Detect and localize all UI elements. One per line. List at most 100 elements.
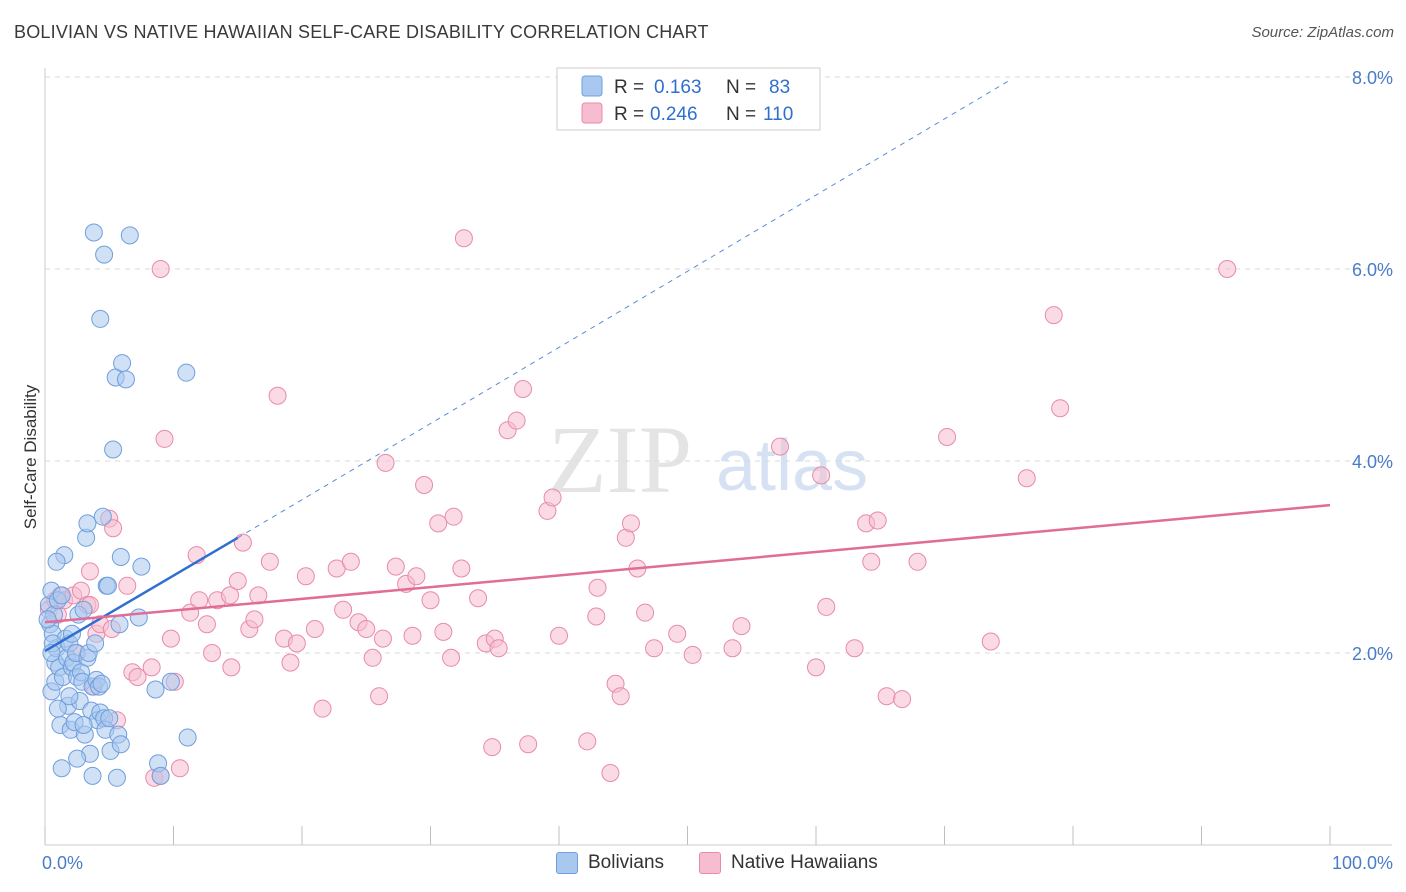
native-hawaiians-point-79 xyxy=(519,735,538,754)
native-hawaiians-point-43 xyxy=(268,386,287,405)
legend-item-bolivians[interactable]: Bolivians xyxy=(556,852,664,874)
native-hawaiians-point-18 xyxy=(118,576,137,595)
y-tick-label-1: 4.0% xyxy=(1352,452,1393,472)
native-hawaiians-point-16 xyxy=(104,519,123,538)
bolivians-point-64 xyxy=(129,608,148,627)
bolivians-point-74 xyxy=(38,610,57,629)
native-hawaiians-point-94 xyxy=(668,624,687,643)
bolivians-point-51 xyxy=(98,576,117,595)
native-hawaiians-point-48 xyxy=(305,620,324,638)
y-tick-label-2: 6.0% xyxy=(1352,260,1393,280)
bolivians-point-12 xyxy=(52,759,71,778)
native-hawaiians-point-112 xyxy=(1044,306,1063,325)
native-hawaiians-point-65 xyxy=(429,514,448,533)
native-hawaiians-point-52 xyxy=(341,552,360,571)
legend-n-value-blue: 83 xyxy=(769,77,790,98)
native-hawaiians-point-49 xyxy=(313,699,332,718)
native-hawaiians-point-106 xyxy=(877,687,896,706)
legend-r-value-blue: 0.163 xyxy=(654,77,702,98)
native-hawaiians-point-45 xyxy=(281,653,300,672)
native-hawaiians-point-75 xyxy=(489,639,508,658)
watermark-atlas: atlas xyxy=(716,426,868,506)
bolivians-point-39 xyxy=(84,223,103,242)
native-hawaiians-point-85 xyxy=(588,578,607,597)
series-bolivians xyxy=(38,223,197,787)
native-hawaiians-point-59 xyxy=(386,557,405,576)
native-hawaiians-point-78 xyxy=(514,380,533,398)
bolivians-point-77 xyxy=(68,749,87,768)
x-tick-label-0: 0.0% xyxy=(42,853,83,873)
native-hawaiians-point-37 xyxy=(228,572,247,590)
legend-r-value-pink: 0.246 xyxy=(650,104,698,125)
y-axis-label: Self-Care Disability xyxy=(21,384,40,529)
native-hawaiians-point-98 xyxy=(771,437,790,456)
bolivians-point-68 xyxy=(151,766,170,785)
series-native-hawaiians xyxy=(39,229,1237,787)
native-hawaiians-point-109 xyxy=(938,428,957,446)
chart-title: BOLIVIAN VS NATIVE HAWAIIAN SELF-CARE DI… xyxy=(14,22,709,42)
source-label: Source: ZipAtlas.com xyxy=(1251,24,1394,41)
native-hawaiians-point-63 xyxy=(415,476,434,494)
native-hawaiians-point-56 xyxy=(370,687,389,706)
native-hawaiians-point-42 xyxy=(260,552,279,571)
bolivians-point-60 xyxy=(111,548,130,566)
bolivians-point-72 xyxy=(91,309,110,328)
bolivians-point-69 xyxy=(161,672,180,691)
native-hawaiians-point-69 xyxy=(452,559,471,578)
native-hawaiians-point-26 xyxy=(161,629,180,648)
legend-swatch-blue xyxy=(581,75,603,97)
bolivians-point-65 xyxy=(132,557,151,576)
bolivians-point-81 xyxy=(74,716,93,734)
bolivians-point-61 xyxy=(113,354,132,373)
native-hawaiians-point-32 xyxy=(197,615,216,634)
x-tick-label-1: 100.0% xyxy=(1332,853,1393,873)
native-hawaiians-point-54 xyxy=(357,620,376,638)
native-hawaiians-point-47 xyxy=(296,567,315,586)
native-hawaiians-point-25 xyxy=(155,429,174,448)
bolivians-point-59 xyxy=(111,735,130,754)
bolivians-point-33 xyxy=(78,514,97,533)
bolivians-point-79 xyxy=(52,586,71,605)
native-hawaiians-point-107 xyxy=(893,690,912,709)
bolivians-point-29 xyxy=(74,600,93,619)
native-hawaiians-point-92 xyxy=(636,603,655,622)
y-tick-label-0: 2.0% xyxy=(1352,644,1393,664)
native-hawaiians-point-97 xyxy=(732,617,751,636)
native-hawaiians-point-21 xyxy=(142,658,161,677)
native-hawaiians-point-90 xyxy=(621,514,640,533)
legend-n-value-pink: 110 xyxy=(763,104,793,125)
native-hawaiians-point-61 xyxy=(403,626,422,645)
legend-swatch-bolivians xyxy=(556,852,578,874)
native-hawaiians-point-114 xyxy=(1218,260,1237,278)
bolivians-point-38 xyxy=(83,766,102,785)
bolivians-point-48 xyxy=(95,245,114,264)
native-hawaiians-point-102 xyxy=(845,639,864,658)
native-hawaiians-point-62 xyxy=(407,567,426,586)
legend-label-bolivians: Bolivians xyxy=(588,852,665,873)
watermark-zip: ZIP xyxy=(548,406,692,513)
native-hawaiians-point-35 xyxy=(221,586,240,605)
native-hawaiians-point-67 xyxy=(442,648,461,667)
bolivians-point-58 xyxy=(110,615,129,634)
bolivians-point-52 xyxy=(100,709,119,728)
native-hawaiians-trend-line xyxy=(44,503,1331,624)
legend-r-label-blue: R = xyxy=(614,77,644,98)
legend-r-label-pink: R = xyxy=(614,104,644,125)
bolivians-point-46 xyxy=(93,507,112,526)
legend-item-native-hawaiians[interactable]: Native Hawaiians xyxy=(699,852,878,874)
native-hawaiians-point-38 xyxy=(233,533,252,552)
native-hawaiians-point-104 xyxy=(862,552,881,571)
native-hawaiians-point-108 xyxy=(908,552,927,571)
native-hawaiians-point-31 xyxy=(190,591,209,610)
native-hawaiians-point-33 xyxy=(203,644,222,662)
bolivians-point-70 xyxy=(177,363,196,382)
native-hawaiians-point-46 xyxy=(287,634,306,653)
axes xyxy=(44,68,1392,846)
native-hawaiians-point-57 xyxy=(373,629,392,648)
grid-lines xyxy=(45,76,1392,654)
legend-stats: R = 0.163 N = 83 R = 0.246 N = 110 xyxy=(556,67,821,131)
bolivians-point-66 xyxy=(146,680,165,699)
bolivians-trend-line xyxy=(44,536,239,653)
native-hawaiians-point-77 xyxy=(507,411,526,430)
native-hawaiians-point-93 xyxy=(645,639,664,658)
